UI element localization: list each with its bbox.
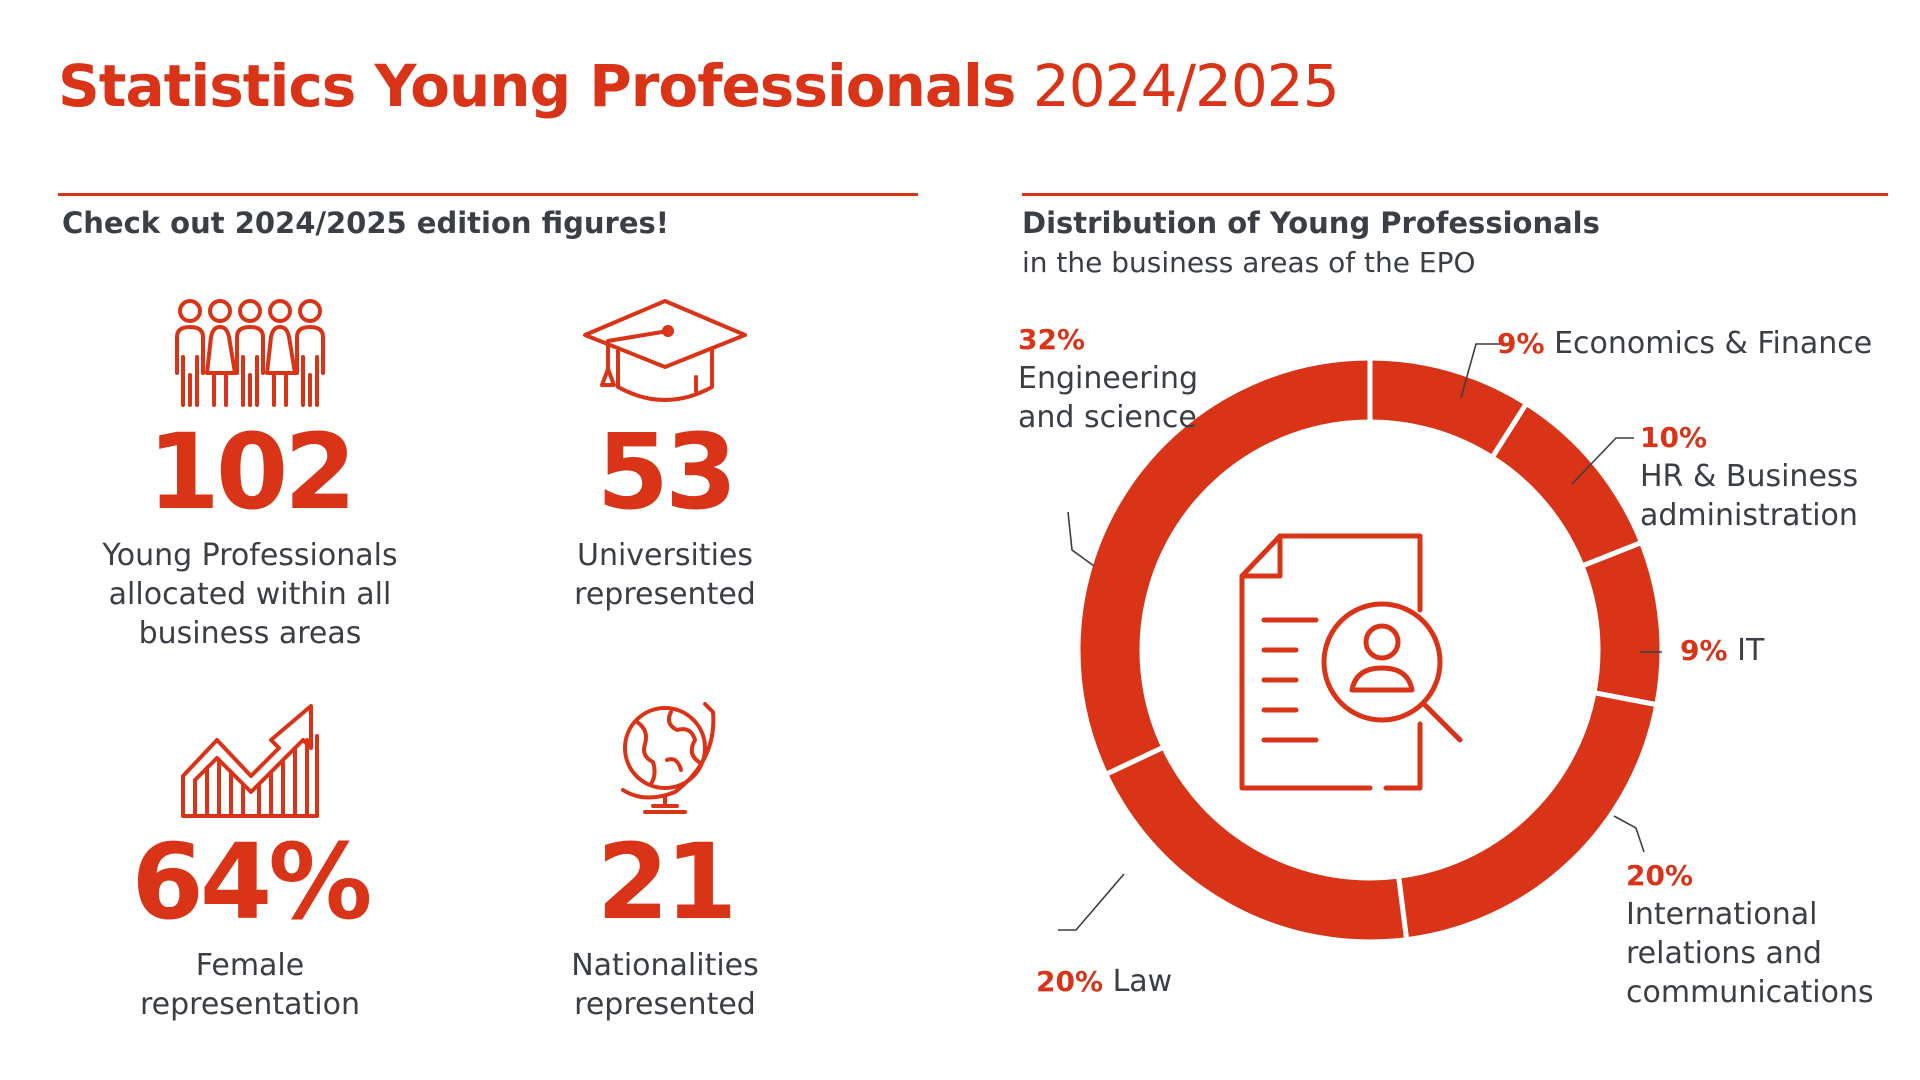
stat-young-professionals: 102 Young Professionals allocated within… (60, 295, 440, 653)
leader-line-law (1058, 874, 1124, 930)
stat-nationalities: 21 Nationalities represented (475, 700, 855, 1024)
page-title: Statistics Young Professionals 2024/2025 (58, 52, 1339, 120)
stat-label-line: represented (475, 985, 855, 1024)
slice-pct: 20% (1036, 965, 1103, 998)
stat-label: Nationalities represented (475, 946, 855, 1024)
stat-value: 102 (60, 420, 440, 524)
slice-pct: 10% (1640, 418, 1880, 457)
graduation-cap-icon (580, 295, 750, 410)
stat-label: Female representation (60, 946, 440, 1024)
stat-label-line: Universities (475, 536, 855, 575)
slice-label-it: 9% IT (1680, 631, 1764, 670)
people-group-icon (165, 295, 335, 410)
slice-pct: 9% (1680, 634, 1728, 667)
stat-universities: 53 Universities represented (475, 295, 855, 614)
slice-label-economics: 9% Economics & Finance (1497, 324, 1872, 363)
stat-label-line: represented (475, 575, 855, 614)
document-search-person-icon (1242, 536, 1460, 788)
stat-label-line: Nationalities (475, 946, 855, 985)
stat-label-line: business areas (60, 614, 440, 653)
right-heading: Distribution of Young Professionals (1022, 206, 1600, 240)
right-subheading: in the business areas of the EPO (1022, 246, 1476, 279)
stat-value: 64% (60, 830, 440, 934)
slice-name: IT (1737, 633, 1764, 668)
slice-name: Economics & Finance (1554, 326, 1872, 361)
slice-label-hr: 10% HR & Business administration (1640, 418, 1880, 535)
left-divider (58, 193, 918, 196)
title-main: Statistics Young Professionals (58, 52, 1015, 120)
stat-label-line: Female (60, 946, 440, 985)
stat-label-line: Young Professionals (60, 536, 440, 575)
slice-pct: 9% (1497, 327, 1545, 360)
slice-label-engineering: 32% Engineering and science (1018, 320, 1218, 437)
stat-label-line: allocated within all (60, 575, 440, 614)
slice-pct: 20% (1626, 856, 1886, 895)
donut-slice-international-relations-and-communications (1399, 693, 1657, 940)
slice-name: International relations and communicatio… (1626, 895, 1886, 1012)
slice-name: HR & Business administration (1640, 457, 1880, 535)
slice-label-international: 20% International relations and communic… (1626, 856, 1886, 1012)
slice-name: Law (1113, 964, 1173, 999)
donut-slice-hr-business-administration (1492, 403, 1641, 566)
right-divider (1022, 193, 1888, 196)
title-year: 2024/2025 (1033, 52, 1339, 120)
stat-value: 53 (475, 420, 855, 524)
stat-value: 21 (475, 830, 855, 934)
slice-name: Engineering and science (1018, 359, 1218, 437)
stat-label-line: representation (60, 985, 440, 1024)
leader-line-international (1614, 816, 1644, 852)
stat-label: Universities represented (475, 536, 855, 614)
stat-label: Young Professionals allocated within all… (60, 536, 440, 653)
slice-pct: 32% (1018, 320, 1218, 359)
slice-label-law: 20% Law (1036, 962, 1172, 1001)
growth-chart-icon (175, 700, 325, 820)
globe-icon (605, 700, 725, 820)
donut-slice-it (1582, 543, 1662, 705)
stat-female-representation: 64% Female representation (60, 700, 440, 1024)
donut-slice-law (1106, 747, 1407, 942)
left-heading: Check out 2024/2025 edition figures! (62, 206, 669, 240)
